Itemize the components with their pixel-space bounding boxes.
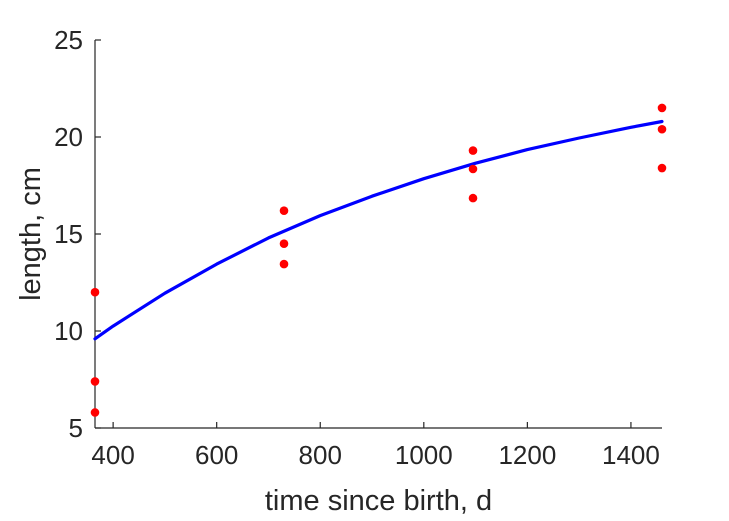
y-axis-title: length, cm xyxy=(15,167,47,301)
x-tick-label: 1000 xyxy=(395,440,453,470)
data-point xyxy=(468,164,478,174)
y-tick-label: 25 xyxy=(54,25,83,55)
ticks: 400 600 800 1000 1200 1400 5 10 15 20 25 xyxy=(54,25,660,470)
fit-curve-line xyxy=(93,119,664,341)
x-axis-title: time since birth, d xyxy=(265,485,492,517)
series-layer xyxy=(90,103,667,417)
data-point xyxy=(657,124,667,134)
x-tick-label: 600 xyxy=(195,440,238,470)
data-point xyxy=(279,259,289,269)
x-tick-label: 1200 xyxy=(498,440,556,470)
y-tick-label: 10 xyxy=(54,316,83,346)
data-point xyxy=(279,206,289,216)
data-point xyxy=(657,163,667,173)
data-point xyxy=(90,377,100,386)
x-tick-label: 1400 xyxy=(602,440,660,470)
data-point xyxy=(657,103,667,113)
y-tick-label: 15 xyxy=(54,219,83,249)
data-point xyxy=(90,408,100,417)
data-point xyxy=(468,146,478,155)
x-tick-label: 800 xyxy=(299,440,342,470)
data-point xyxy=(279,239,289,248)
x-tick-label: 400 xyxy=(91,440,134,470)
y-tick-label: 20 xyxy=(54,122,83,152)
data-point xyxy=(90,287,100,297)
data-point xyxy=(468,193,478,203)
y-tick-label: 5 xyxy=(69,413,83,443)
